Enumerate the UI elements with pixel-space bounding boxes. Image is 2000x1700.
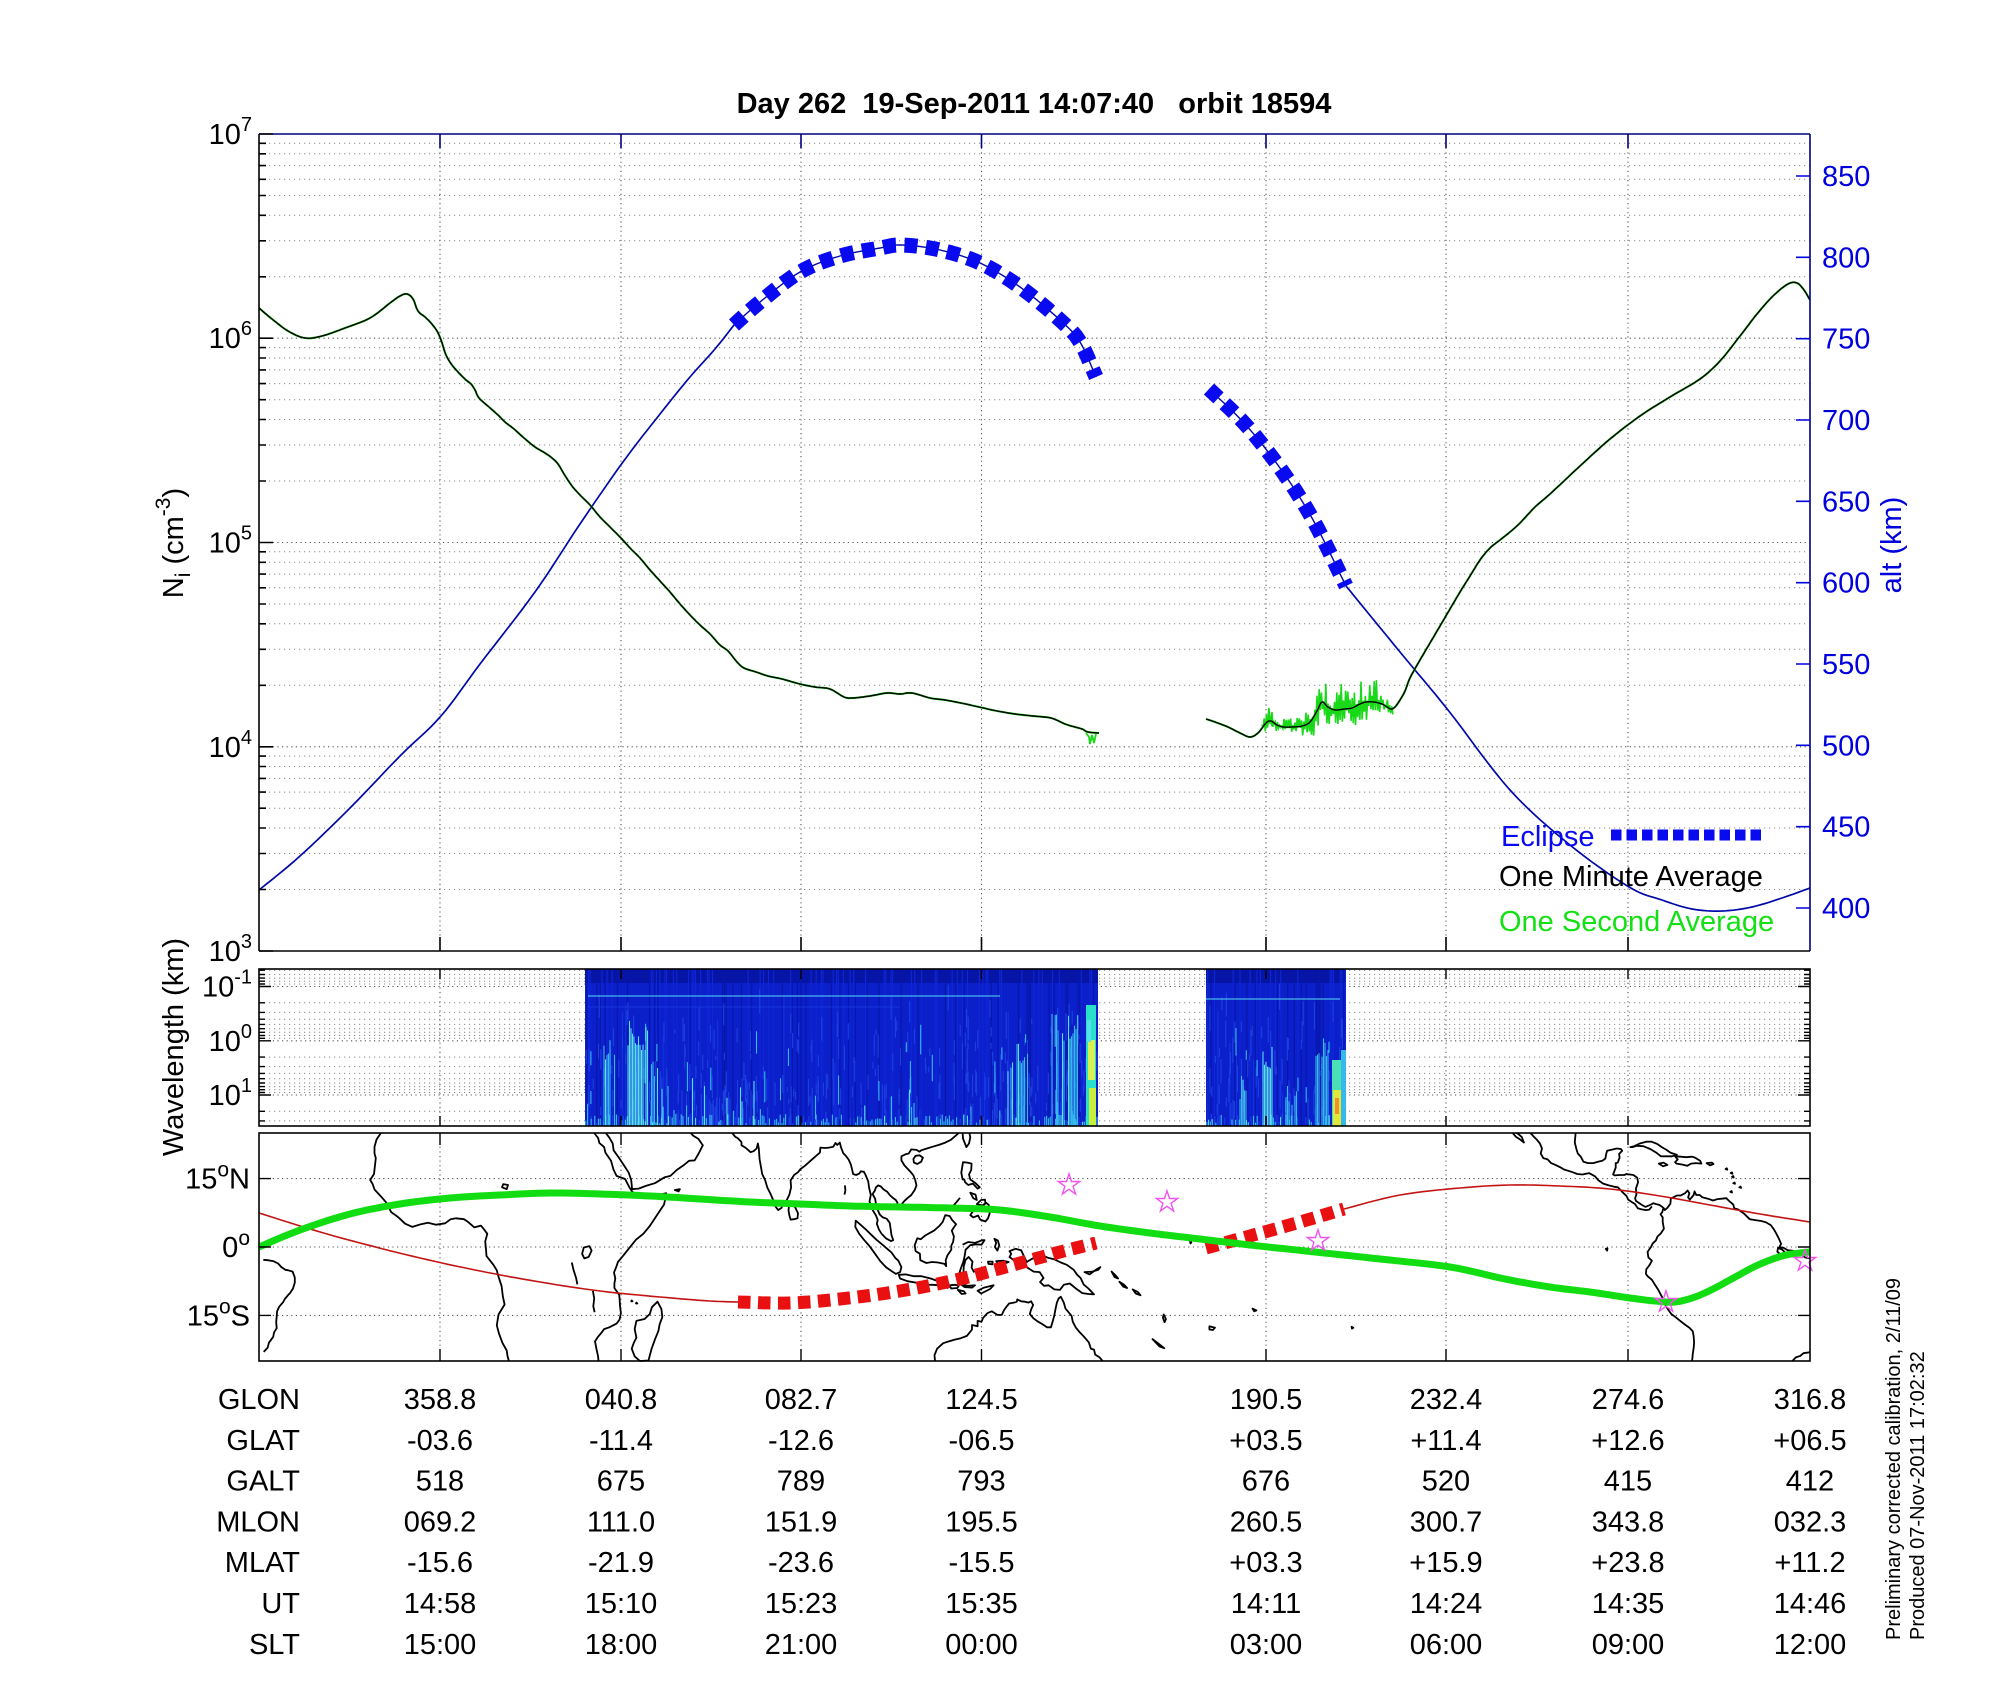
svg-text:Ni (cm-3): Ni (cm-3)	[152, 488, 195, 598]
svg-text:675: 675	[597, 1466, 645, 1498]
svg-text:-03.6: -03.6	[407, 1425, 473, 1457]
svg-text:15oN: 15oN	[185, 1159, 250, 1196]
svg-text:358.8: 358.8	[404, 1384, 477, 1416]
svg-text:14:11: 14:11	[1231, 1588, 1301, 1620]
svg-text:15:23: 15:23	[765, 1588, 838, 1620]
svg-text:15:00: 15:00	[404, 1629, 477, 1661]
svg-text:412: 412	[1786, 1466, 1834, 1498]
svg-text:14:58: 14:58	[404, 1588, 477, 1620]
svg-text:MLAT: MLAT	[225, 1547, 300, 1579]
svg-text:650: 650	[1822, 486, 1870, 518]
svg-text:107: 107	[209, 114, 252, 151]
svg-text:750: 750	[1822, 324, 1870, 356]
svg-text:15:35: 15:35	[945, 1588, 1018, 1620]
svg-text:316.8: 316.8	[1774, 1384, 1847, 1416]
svg-text:232.4: 232.4	[1410, 1384, 1483, 1416]
svg-text:069.2: 069.2	[404, 1506, 477, 1538]
svg-text:21:00: 21:00	[765, 1629, 838, 1661]
svg-text:111.0: 111.0	[587, 1506, 655, 1538]
svg-text:One Minute Average: One Minute Average	[1499, 861, 1763, 893]
svg-text:040.8: 040.8	[585, 1384, 658, 1416]
svg-text:SLT: SLT	[249, 1629, 300, 1661]
svg-text:UT: UT	[261, 1588, 300, 1620]
svg-text:One Second Average: One Second Average	[1499, 906, 1774, 938]
svg-text:15oS: 15oS	[187, 1295, 250, 1332]
svg-text:-06.5: -06.5	[948, 1425, 1014, 1457]
svg-text:300.7: 300.7	[1410, 1506, 1483, 1538]
svg-text:793: 793	[957, 1466, 1005, 1498]
svg-text:MLON: MLON	[216, 1506, 300, 1538]
svg-text:518: 518	[416, 1466, 464, 1498]
svg-text:151.9: 151.9	[765, 1506, 838, 1538]
svg-text:850: 850	[1822, 161, 1870, 193]
svg-text:800: 800	[1822, 242, 1870, 274]
svg-text:GALT: GALT	[226, 1466, 300, 1498]
svg-text:+06.5: +06.5	[1773, 1425, 1846, 1457]
svg-text:15:10: 15:10	[585, 1588, 658, 1620]
svg-text:14:46: 14:46	[1774, 1588, 1847, 1620]
svg-text:789: 789	[777, 1466, 825, 1498]
svg-text:GLON: GLON	[218, 1384, 300, 1416]
svg-text:190.5: 190.5	[1230, 1384, 1303, 1416]
svg-text:-15.6: -15.6	[407, 1547, 473, 1579]
svg-text:+11.2: +11.2	[1774, 1547, 1845, 1579]
svg-text:274.6: 274.6	[1592, 1384, 1665, 1416]
svg-text:520: 520	[1422, 1466, 1470, 1498]
svg-text:032.3: 032.3	[1774, 1506, 1847, 1538]
svg-text:03:00: 03:00	[1230, 1629, 1303, 1661]
svg-text:415: 415	[1604, 1466, 1652, 1498]
svg-text:00:00: 00:00	[945, 1629, 1018, 1661]
svg-text:Day 262 19-Sep-2011 14:07:40: Day 262 19-Sep-2011 14:07:40 orbit 18594	[737, 88, 1332, 120]
svg-text:550: 550	[1822, 649, 1870, 681]
svg-text:-15.5: -15.5	[948, 1547, 1014, 1579]
svg-text:-23.6: -23.6	[768, 1547, 834, 1579]
svg-text:+23.8: +23.8	[1591, 1547, 1664, 1579]
svg-text:18:00: 18:00	[585, 1629, 658, 1661]
svg-text:14:24: 14:24	[1410, 1588, 1483, 1620]
svg-text:400: 400	[1822, 893, 1870, 925]
svg-text:500: 500	[1822, 730, 1870, 762]
svg-text:+11.4: +11.4	[1410, 1425, 1481, 1457]
svg-text:Preliminary corrected calibrat: Preliminary corrected calibration, 2/11/…	[1883, 1278, 1905, 1640]
svg-text:+03.3: +03.3	[1229, 1547, 1302, 1579]
svg-text:450: 450	[1822, 812, 1870, 844]
svg-text:+03.5: +03.5	[1229, 1425, 1302, 1457]
svg-text:alt (km): alt (km)	[1876, 497, 1908, 594]
svg-text:14:35: 14:35	[1592, 1588, 1665, 1620]
svg-text:195.5: 195.5	[945, 1506, 1018, 1538]
svg-text:09:00: 09:00	[1592, 1629, 1665, 1661]
svg-text:Wavelength (km): Wavelength (km)	[158, 938, 190, 1156]
svg-text:+15.9: +15.9	[1409, 1547, 1482, 1579]
svg-text:Eclipse: Eclipse	[1501, 821, 1595, 853]
svg-text:-21.9: -21.9	[588, 1547, 654, 1579]
svg-text:-11.4: -11.4	[589, 1425, 653, 1457]
svg-text:700: 700	[1822, 405, 1870, 437]
svg-text:343.8: 343.8	[1592, 1506, 1665, 1538]
svg-text:260.5: 260.5	[1230, 1506, 1303, 1538]
svg-text:124.5: 124.5	[945, 1384, 1018, 1416]
svg-text:12:00: 12:00	[1774, 1629, 1847, 1661]
svg-text:082.7: 082.7	[765, 1384, 838, 1416]
svg-text:600: 600	[1822, 568, 1870, 600]
svg-text:+12.6: +12.6	[1591, 1425, 1664, 1457]
svg-text:Produced 07-Nov-2011 17:02:32: Produced 07-Nov-2011 17:02:32	[1907, 1351, 1929, 1640]
svg-text:06:00: 06:00	[1410, 1629, 1483, 1661]
svg-text:-12.6: -12.6	[768, 1425, 834, 1457]
svg-text:GLAT: GLAT	[226, 1425, 300, 1457]
svg-text:676: 676	[1242, 1466, 1290, 1498]
